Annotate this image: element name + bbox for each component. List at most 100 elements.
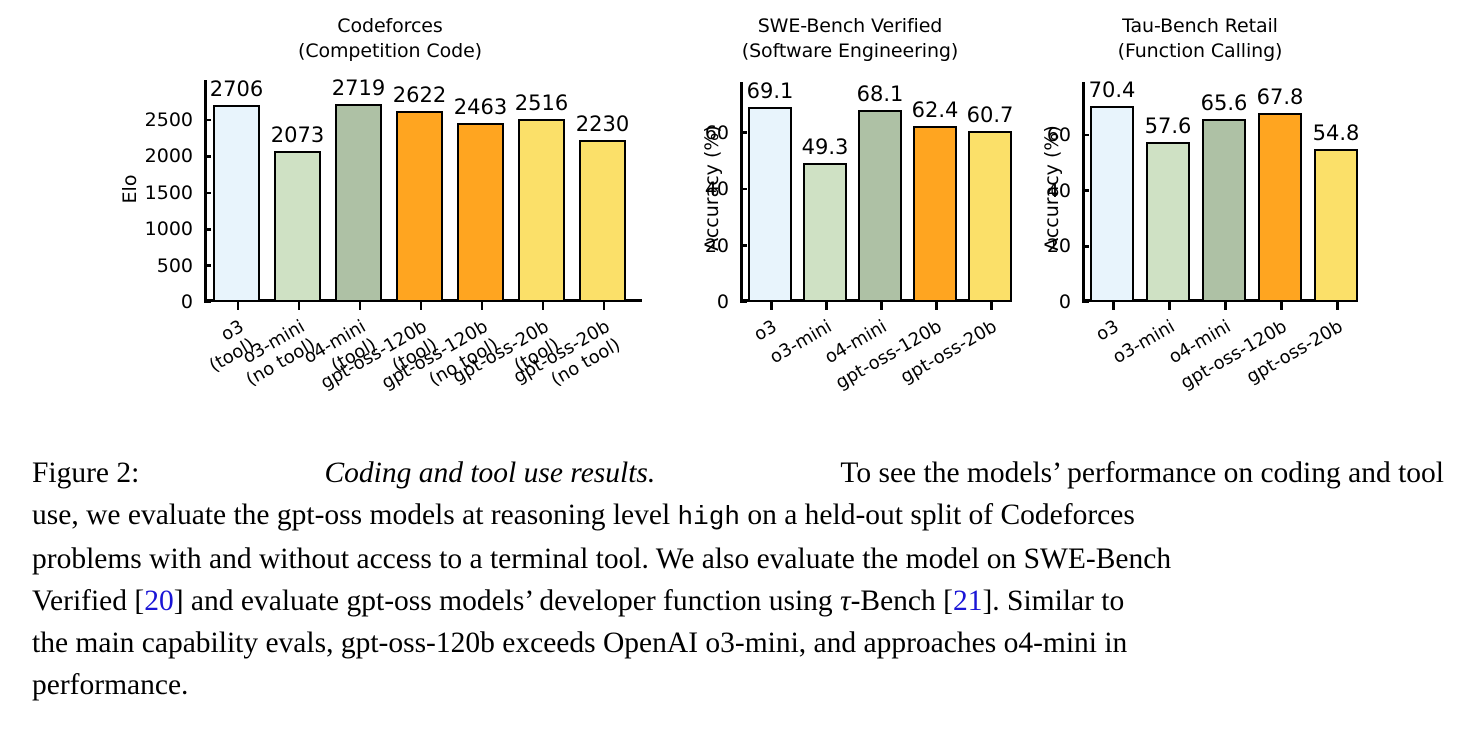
figure-label: Figure 2: xyxy=(32,457,140,489)
bar-value-label: 62.4 xyxy=(911,98,959,122)
bar xyxy=(213,105,260,302)
y-tick-label: 0 xyxy=(180,291,193,313)
x-axis-tick xyxy=(297,302,301,310)
bar xyxy=(1258,113,1302,302)
tau-symbol: τ xyxy=(840,585,851,617)
caption-line-2: use, we evaluate the gpt-oss models at r… xyxy=(32,494,1444,538)
plot-area-codeforces: Elo 0 500 1000 1500 2000 2500 2706 o3 (tool) 207… xyxy=(119,76,642,394)
bar-value-label: 70.4 xyxy=(1088,77,1136,102)
y-tick-label: 0 xyxy=(716,291,729,313)
plot-area-taubench: Accuracy (%) 0 20 40 60 70.4 o3 57.6 o3-mini 65.… xyxy=(1041,79,1359,394)
chart-panel-codeforces: Codeforces (Competition Code) Elo 0 500 100… xyxy=(100,0,660,440)
bar-value-label: 68.1 xyxy=(856,81,904,106)
y-tick-mark xyxy=(740,131,747,135)
y-tick-mark xyxy=(204,118,211,122)
y-tick-label: 60 xyxy=(1046,123,1071,146)
y-axis-label-elo: Elo xyxy=(119,174,141,204)
bar-value-label: 2463 xyxy=(453,94,508,119)
figure-2-charts: Codeforces (Competition Code) Elo 0 500 100… xyxy=(100,0,1359,440)
y-tick-mark xyxy=(740,187,747,191)
bar xyxy=(396,111,443,302)
y-axis-line xyxy=(1082,82,1085,302)
y-tick-label: 500 xyxy=(156,254,193,277)
x-axis-tick xyxy=(990,302,993,310)
y-tick-label: 40 xyxy=(704,178,729,201)
y-tick-mark xyxy=(740,300,747,304)
chart-panel-swebench: SWE-Bench Verified (Software Engineering)… xyxy=(660,0,1040,440)
citation-link-21[interactable]: 21 xyxy=(952,585,983,617)
x-axis-tick xyxy=(358,302,362,310)
caption-line-4: Verified [20] and evaluate gpt-oss model… xyxy=(32,580,1444,622)
bar-value-label: 65.6 xyxy=(1200,91,1248,116)
bar xyxy=(968,130,1012,302)
caption-line-2a: use, we evaluate the gpt-oss models at r… xyxy=(32,499,678,531)
chart-title-taubench: Tau-Bench Retail (Function Calling) xyxy=(1117,15,1283,62)
y-tick-label: 1500 xyxy=(144,181,193,204)
bar xyxy=(518,118,565,302)
x-axis-tick xyxy=(880,302,883,310)
bar-value-label: 2073 xyxy=(270,123,325,148)
y-tick-mark xyxy=(204,155,211,158)
bar-value-label: 57.6 xyxy=(1144,113,1192,138)
bar-value-label: 2516 xyxy=(514,90,569,115)
bar xyxy=(748,107,792,302)
y-tick-label: 0 xyxy=(1058,291,1071,313)
plot-area-swebench: Accuracy (%) 0 20 40 60 69.1 o3 49.3 o3-mini 68.… xyxy=(701,80,1013,393)
y-tick-label: 40 xyxy=(1046,179,1071,202)
x-axis-tick xyxy=(1280,302,1283,310)
citation-link-20[interactable]: 20 xyxy=(144,585,174,617)
x-axis-tick xyxy=(419,302,423,310)
caption-line-1: Figure 2: Coding and tool use results. T… xyxy=(32,452,1444,494)
x-axis-tick xyxy=(1112,302,1115,310)
reasoning-level-value: high xyxy=(677,502,740,532)
y-tick-mark xyxy=(204,300,211,304)
bar-value-label: 69.1 xyxy=(746,79,794,104)
y-tick-mark xyxy=(204,264,211,267)
bar-value-label: 54.8 xyxy=(1312,121,1360,146)
x-axis-tick xyxy=(935,302,938,310)
caption-line-1-rest: To see the models’ performance on coding… xyxy=(840,457,1444,489)
x-axis-tick xyxy=(825,302,828,310)
y-tick-label: 2500 xyxy=(144,109,193,132)
caption-line-6: performance. xyxy=(32,669,189,701)
bar xyxy=(803,162,847,302)
y-tick-mark xyxy=(1082,189,1089,192)
x-axis-tick xyxy=(1224,302,1227,310)
y-tick-label: 1000 xyxy=(144,218,193,241)
caption-line-2b: on a held-out split of Codeforces xyxy=(739,499,1135,531)
bar xyxy=(1146,141,1190,302)
figure-bold-title: Coding and tool use results. xyxy=(324,457,656,489)
bar-value-label: 2706 xyxy=(209,77,264,102)
caption-line-4d: ]. Similar to xyxy=(982,585,1125,617)
bar-value-label: 67.8 xyxy=(1256,85,1304,110)
bar xyxy=(1202,119,1246,302)
bar-value-label: 2719 xyxy=(331,76,386,101)
bar xyxy=(1314,149,1358,302)
x-axis-tick xyxy=(1336,302,1339,310)
x-axis-tick xyxy=(770,302,773,310)
y-tick-mark xyxy=(1082,300,1089,304)
bar xyxy=(913,126,957,302)
bar xyxy=(274,151,321,302)
bar-value-label: 2230 xyxy=(575,111,630,136)
bar-value-label: 49.3 xyxy=(801,134,849,159)
chart-title-swebench: SWE-Bench Verified (Software Engineering) xyxy=(741,15,959,62)
caption-line-3: problems with and without access to a te… xyxy=(32,543,1172,575)
y-tick-mark xyxy=(204,191,211,195)
bar xyxy=(457,122,504,302)
y-tick-label: 20 xyxy=(704,234,729,257)
y-tick-mark xyxy=(740,244,747,247)
caption-line-4a: Verified [ xyxy=(32,585,145,617)
caption-line-4b: ] and evaluate gpt-oss models’ developer… xyxy=(173,585,841,617)
bar-value-label: 2622 xyxy=(392,83,447,108)
y-tick-label: 20 xyxy=(1046,235,1071,258)
caption-line-4c: -Bench [ xyxy=(850,585,953,617)
bar xyxy=(579,139,626,302)
x-axis-tick xyxy=(541,302,545,310)
figure-caption: Figure 2: Coding and tool use results. T… xyxy=(32,452,1444,706)
bar-value-label: 60.7 xyxy=(966,102,1014,127)
bar xyxy=(335,104,382,302)
chart-title-codeforces: Codeforces (Competition Code) xyxy=(298,15,482,62)
y-axis-line xyxy=(740,82,743,302)
x-axis-tick xyxy=(480,302,484,310)
